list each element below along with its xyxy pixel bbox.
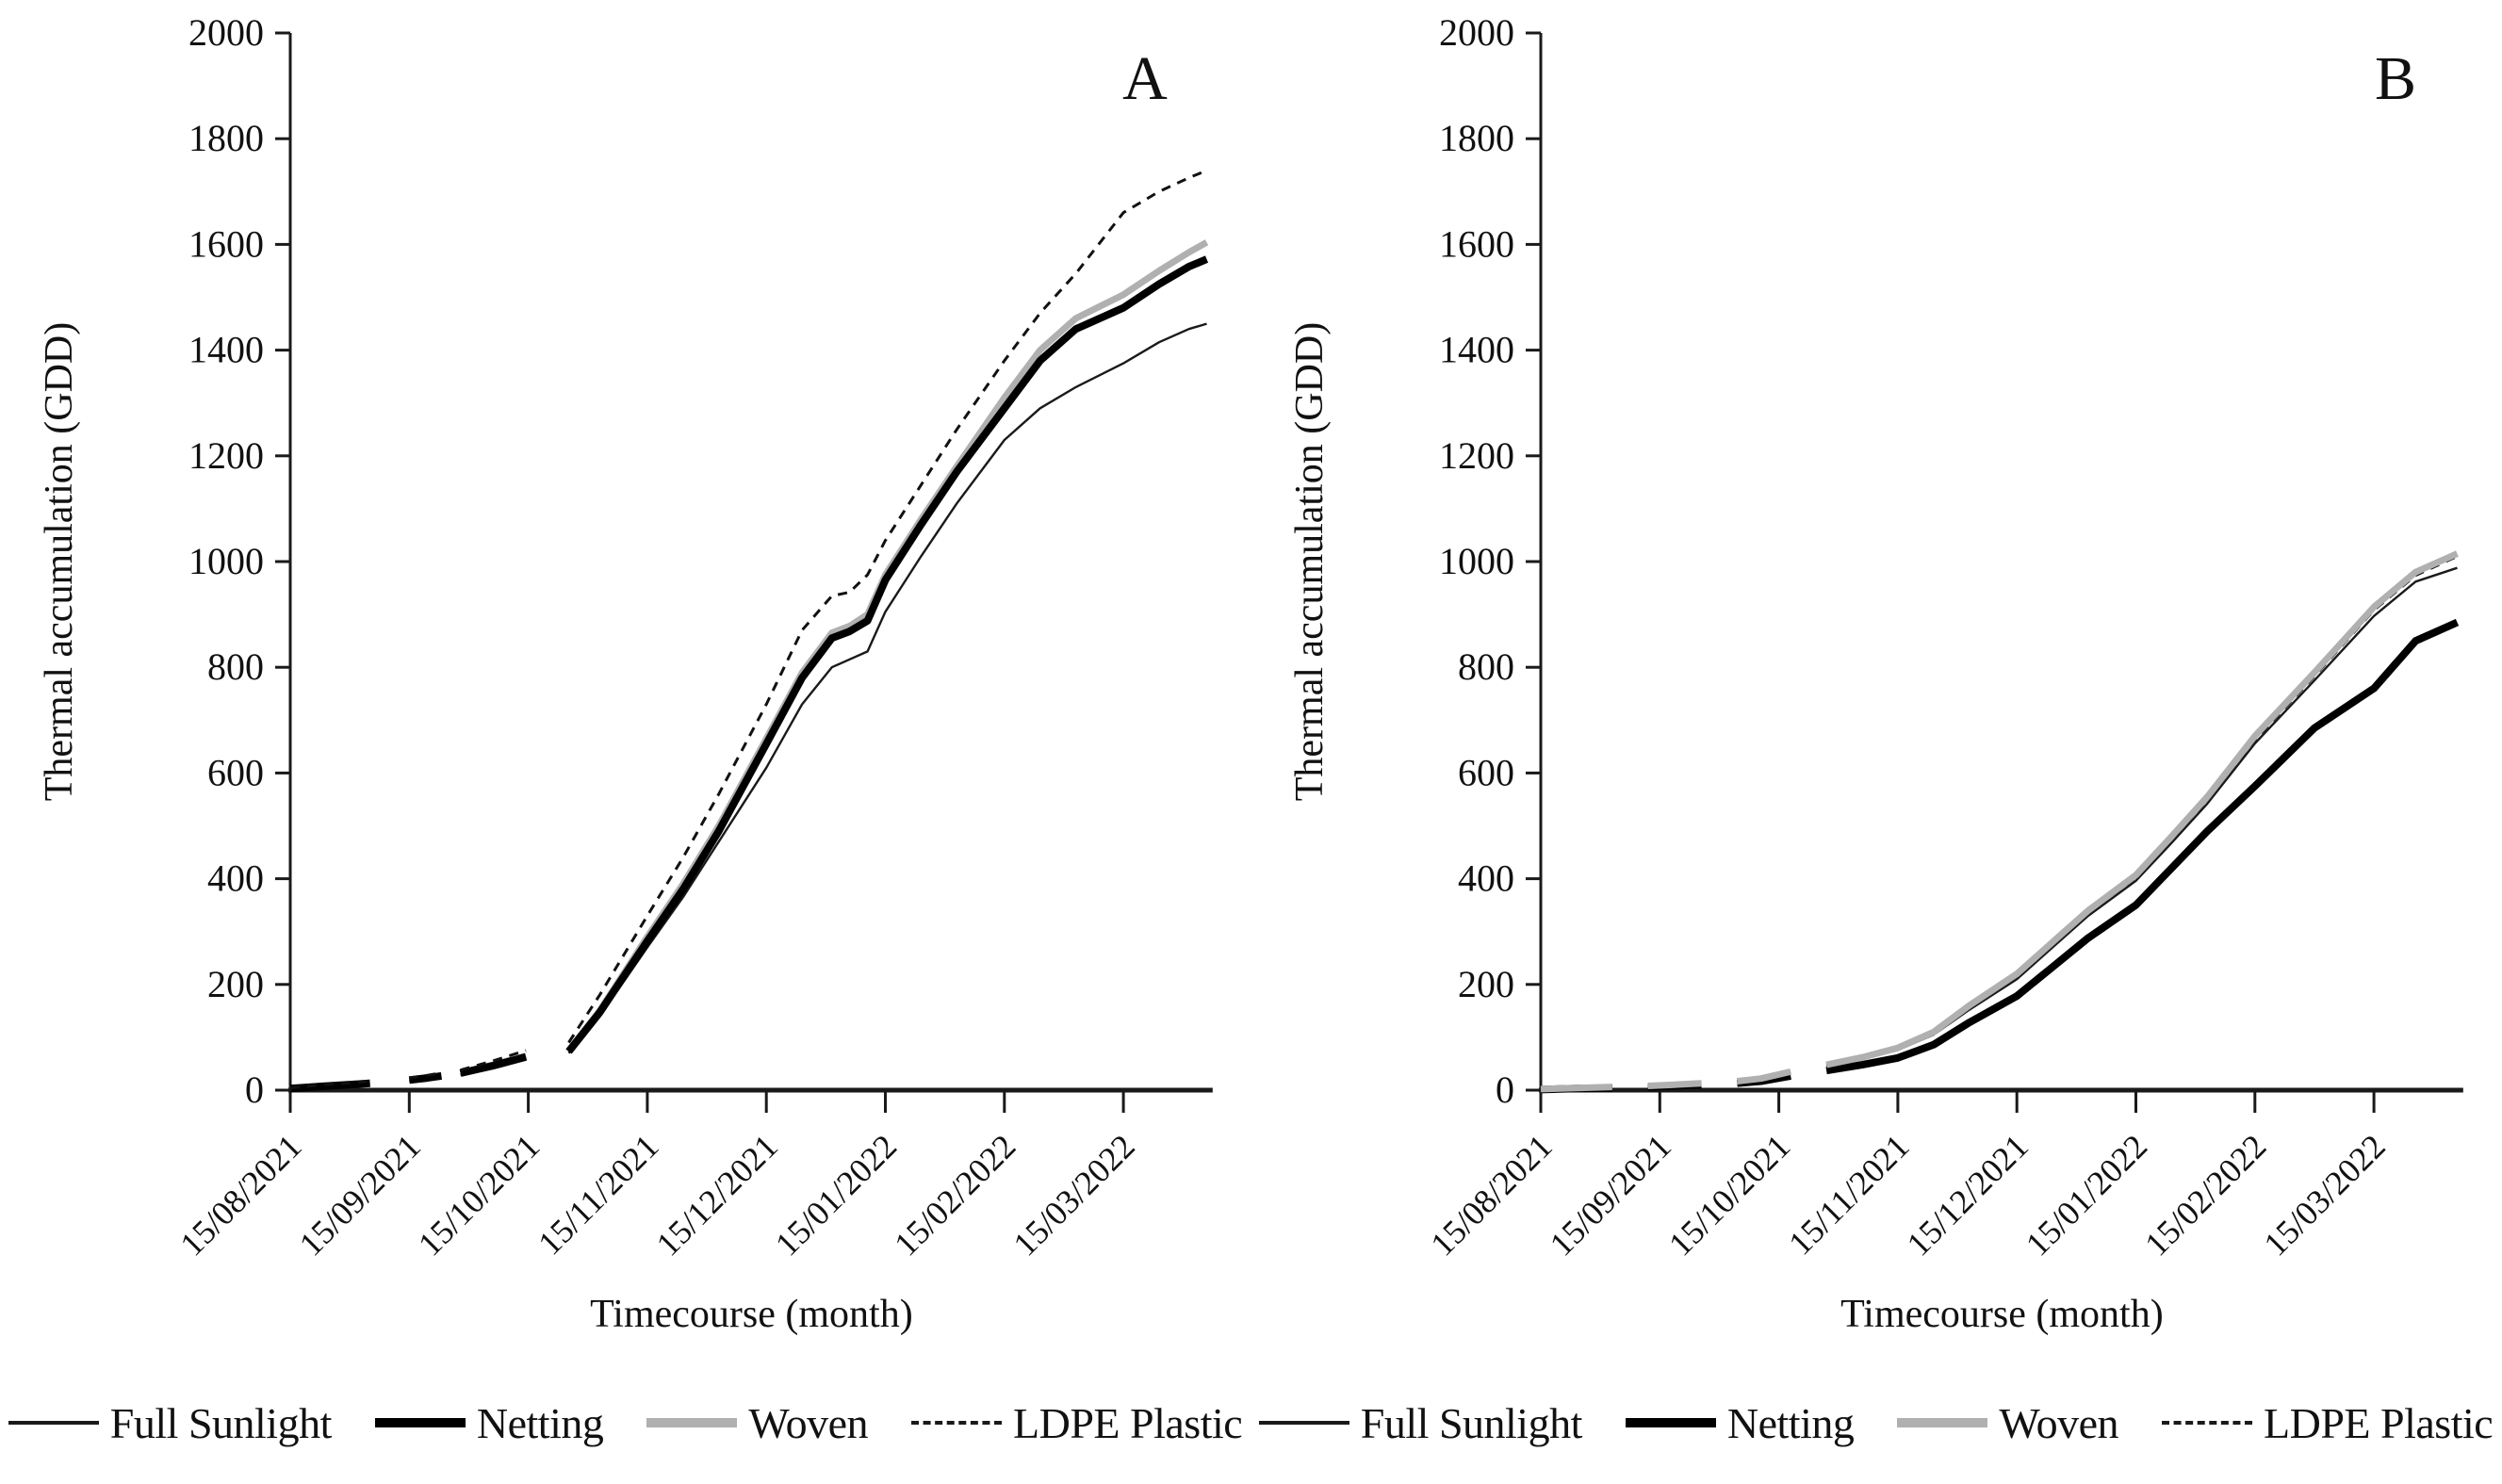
legend-panel-b: Full Sunlight Netting Woven LDPE Plastic [1251,1398,2501,1448]
y-tick-label: 1000 [188,540,264,582]
x-tick-label: 15/09/2021 [292,1127,428,1263]
series-line-netting [289,255,1209,1093]
legend-item-full-sunlight: Full Sunlight [1258,1398,1583,1448]
series-line-woven [1540,550,2459,1093]
y-tick-label: 600 [207,751,264,793]
y-tick-label: 400 [207,857,264,900]
y-tick-label: 0 [245,1068,264,1111]
legend-line-swatch [1897,1418,1988,1427]
legend-item-ldpe-plastic: LDPE Plastic [2162,1398,2494,1448]
y-tick-label: 2000 [188,11,264,54]
legend-label: LDPE Plastic [2264,1398,2494,1447]
legend-line-swatch [1258,1421,1349,1425]
legend-item-ldpe-plastic: LDPE Plastic [911,1398,1243,1448]
y-axis-title: Thermal accumulation (GDD) [1288,322,1332,801]
legend-item-woven: Woven [646,1398,869,1448]
x-tick-label: 15/08/2021 [172,1127,308,1263]
y-tick-label: 1000 [1439,540,1514,582]
y-tick-label: 2000 [1439,11,1514,54]
y-tick-label: 0 [1496,1068,1514,1111]
x-tick-label: 15/08/2021 [1423,1127,1559,1263]
y-tick-label: 1400 [188,329,264,371]
legend-line-swatch [8,1421,99,1425]
legend-line-swatch [1625,1418,1716,1427]
x-axis-title: Timecourse (month) [1840,1293,2164,1336]
x-tick-label: 15/10/2021 [411,1127,547,1263]
panel-b: 0 200 400 600 800 1000 1200 1400 1600 1800 2000 15/… [1251,0,2501,1371]
series-line-woven [289,239,1209,1092]
y-tick-label: 1200 [1439,434,1514,477]
x-tick-label: 15/03/2022 [2256,1127,2392,1263]
legend-item-netting: Netting [374,1398,604,1448]
legend-label: Netting [476,1398,604,1447]
legend-item-woven: Woven [1897,1398,2119,1448]
x-tick-label: 15/02/2022 [887,1127,1022,1263]
legend-line-swatch [911,1421,1003,1425]
y-tick-label: 1800 [1439,117,1514,159]
series-line-ldpe-plastic [289,169,1208,1090]
x-tick-label: 15/12/2021 [1900,1127,2036,1263]
legend-item-netting: Netting [1625,1398,1855,1448]
panel-letter-a: A [1122,44,1168,113]
y-tick-label: 800 [1458,645,1514,688]
chart-panels: 0 200 400 600 800 1000 1200 1400 1600 1800 2000 15/… [0,0,2501,1371]
y-tick-label: 600 [1458,751,1514,793]
y-tick-label: 1400 [1439,329,1514,371]
legend-line-swatch [2162,1421,2253,1425]
legend-label: Full Sunlight [1360,1398,1583,1447]
x-tick-label: 15/01/2022 [2019,1127,2154,1263]
x-tick-label: 15/11/2021 [531,1127,665,1262]
legend-label: Woven [1999,1398,2119,1447]
x-tick-label: 15/01/2022 [768,1127,904,1263]
x-tick-label: 15/02/2022 [2137,1127,2273,1263]
legend-panel-a: Full Sunlight Netting Woven LDPE Plastic [0,1398,1251,1448]
panel-a: 0 200 400 600 800 1000 1200 1400 1600 1800 2000 15/… [0,0,1251,1371]
y-tick-label: 1200 [188,434,264,477]
x-tick-label: 15/03/2022 [1006,1127,1141,1263]
x-tick-label: 15/11/2021 [1781,1127,1916,1262]
y-tick-label: 200 [1458,963,1514,1005]
legend-label: LDPE Plastic [1013,1398,1243,1447]
legend-label: Full Sunlight [109,1398,333,1447]
x-tick-label: 15/12/2021 [649,1127,785,1263]
panel-letter-b: B [2375,44,2416,113]
y-tick-label: 200 [207,963,264,1005]
y-tick-label: 400 [1458,857,1514,900]
x-axis-title: Timecourse (month) [590,1293,913,1336]
series-line-netting [1540,618,2460,1094]
legend-label: Woven [748,1398,869,1447]
y-tick-label: 800 [207,645,264,688]
legend-line-swatch [374,1418,466,1427]
panel-b-chart: 0 200 400 600 800 1000 1200 1400 1600 1800 2000 15/… [1288,11,2463,1336]
y-axis-title: Thermal accumulation (GDD) [38,322,81,801]
y-tick-label: 1600 [1439,222,1514,265]
x-tick-label: 15/10/2021 [1661,1127,1797,1263]
y-tick-label: 1800 [188,117,264,159]
legends-row: Full Sunlight Netting Woven LDPE Plastic Fu… [0,1371,2502,1475]
x-tick-label: 15/09/2021 [1543,1127,1678,1263]
legend-item-full-sunlight: Full Sunlight [8,1398,332,1448]
legend-line-swatch [646,1418,738,1427]
series-line-full-sunlight [1540,566,2458,1091]
panel-a-chart: 0 200 400 600 800 1000 1200 1400 1600 1800 2000 15/… [38,11,1213,1336]
y-tick-label: 1600 [188,222,264,265]
legend-label: Netting [1726,1398,1855,1447]
series-line-full-sunlight [289,322,1207,1091]
